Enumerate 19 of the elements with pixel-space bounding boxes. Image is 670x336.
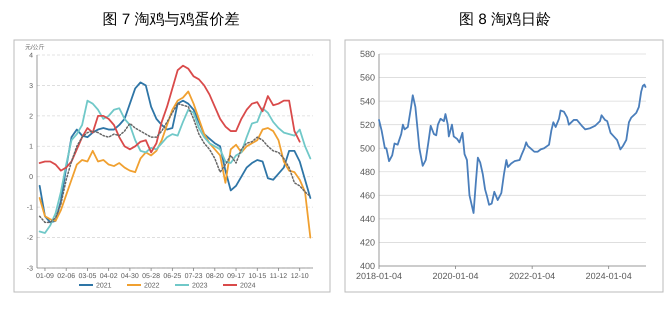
x-tick-label: 2020-01-04 <box>432 271 479 281</box>
y-tick-label: 460 <box>360 190 375 200</box>
line-series <box>38 64 301 172</box>
y-tick-label: 580 <box>360 49 375 60</box>
y-tick-label: 540 <box>360 96 375 106</box>
x-tick-label: 2024-01-04 <box>586 271 632 281</box>
y-tick-label: 400 <box>360 261 375 272</box>
y-tick-label: 500 <box>360 143 375 154</box>
x-tick-label: 2022-01-04 <box>509 271 556 281</box>
y-tick-label: 440 <box>360 214 375 224</box>
y-tick-label: 480 <box>360 166 375 177</box>
y-tick-label: 420 <box>360 238 375 248</box>
y-tick-label: 520 <box>360 120 375 130</box>
x-tick-label: 2018-01-04 <box>356 271 402 281</box>
y-tick-label: 560 <box>360 72 375 83</box>
line-series <box>378 84 646 214</box>
chart-title: 图 7 淘鸡与鸡蛋价差 <box>102 11 240 28</box>
chart-title: 图 8 淘鸡日龄 <box>459 11 551 28</box>
line-series <box>38 81 312 224</box>
